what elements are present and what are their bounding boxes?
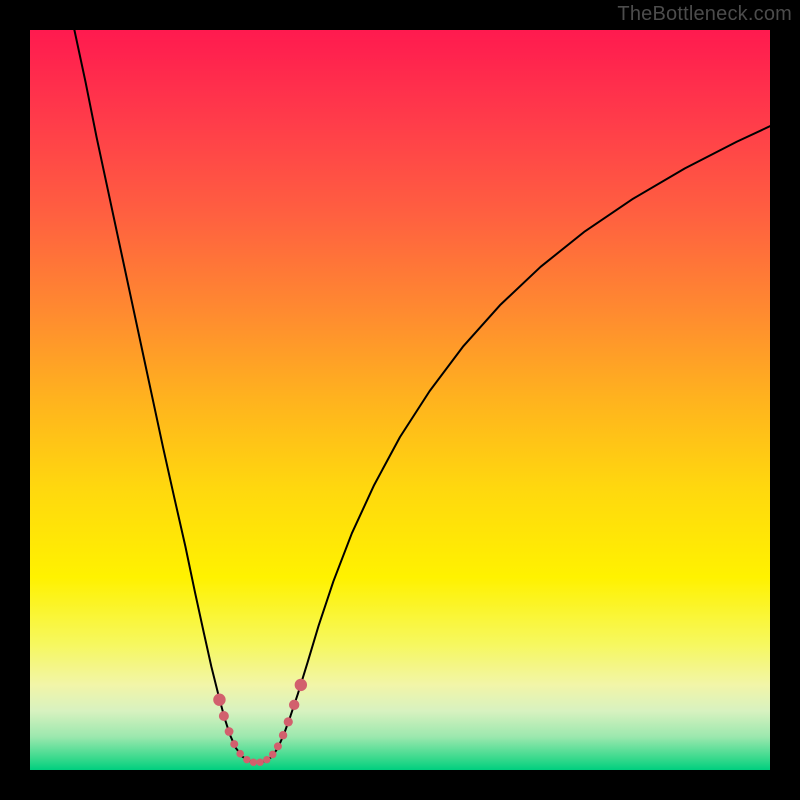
marker-dot <box>289 700 299 710</box>
plot-area <box>30 30 770 770</box>
marker-dot <box>263 756 270 763</box>
gradient-background <box>30 30 770 770</box>
marker-dot <box>250 759 257 766</box>
marker-dot <box>274 742 282 750</box>
marker-dot <box>284 717 293 726</box>
marker-dot <box>256 759 263 766</box>
marker-dot <box>236 750 244 758</box>
marker-dot <box>243 756 250 763</box>
marker-dot <box>295 679 307 691</box>
watermark-text: TheBottleneck.com <box>617 3 792 26</box>
marker-dot <box>225 727 234 736</box>
marker-dot <box>269 751 277 759</box>
bottleneck-chart <box>30 30 770 770</box>
page-root: TheBottleneck.com <box>0 0 800 800</box>
marker-dot <box>279 731 287 739</box>
marker-dot <box>230 740 238 748</box>
marker-dot <box>219 711 229 721</box>
marker-dot <box>213 694 225 706</box>
